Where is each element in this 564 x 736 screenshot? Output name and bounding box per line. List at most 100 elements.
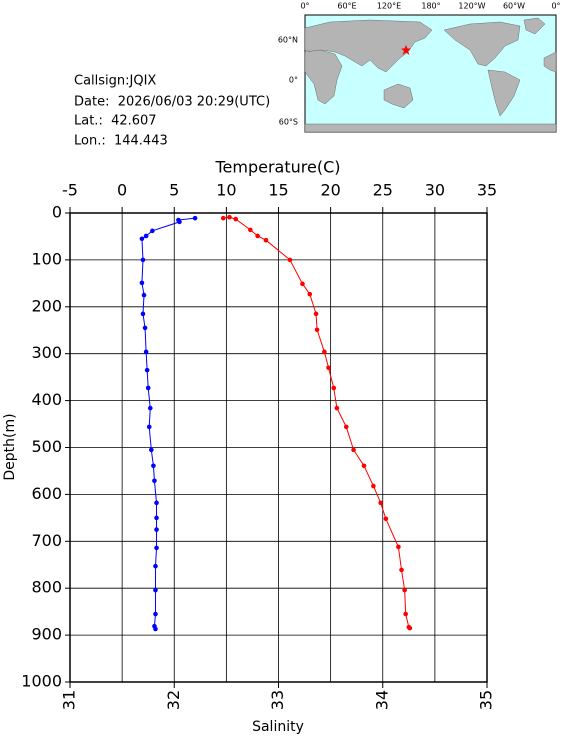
profile-point: [300, 281, 305, 287]
profile-point: [233, 216, 239, 222]
profile-point: [402, 587, 407, 593]
x2-tick-label: 35: [477, 690, 496, 710]
y-tick-label: 600: [31, 484, 62, 503]
profile-point: [220, 215, 226, 221]
profile-point: [143, 233, 149, 239]
y-tick-label: 400: [31, 390, 62, 409]
profile-point: [331, 385, 337, 391]
y-tick-label: 300: [31, 343, 62, 362]
station-marker: [401, 45, 411, 55]
profile-point: [334, 405, 340, 411]
plot-frame: [69, 212, 488, 683]
profile-point: [153, 626, 158, 632]
map-lon-label: 120°W: [458, 2, 485, 11]
x2-tick-label: 33: [268, 690, 287, 710]
map-lat-label: 60°S: [279, 118, 298, 127]
y-tick-label: 700: [31, 531, 62, 550]
profile-point: [407, 625, 413, 631]
profile-point: [151, 463, 156, 469]
x-tick-label: 35: [477, 181, 497, 200]
x-tick-label: 15: [268, 181, 288, 200]
y-tick-label: 0: [52, 203, 62, 222]
profile-line: [223, 216, 411, 629]
profile-point: [153, 563, 158, 569]
profile-point: [383, 516, 389, 522]
profile-point: [139, 280, 145, 286]
profile-point: [371, 483, 376, 489]
profile-point: [396, 544, 401, 550]
profile-point: [145, 385, 151, 391]
profile-point: [192, 215, 198, 221]
latitude: Lat.: 42.607: [74, 114, 157, 129]
callsign: Callsign:JQIX: [74, 74, 156, 89]
x2-tick-label: 32: [164, 690, 183, 710]
profile-point: [378, 500, 383, 506]
x2-tick-label: 31: [60, 690, 79, 710]
profile-line: [141, 217, 196, 630]
profile-point: [153, 587, 158, 593]
map-lon-label: 0°: [300, 2, 309, 11]
profile-point: [263, 237, 269, 243]
map-lon-label: 180°: [421, 2, 440, 11]
profile-point: [146, 424, 152, 430]
y-tick-label: 800: [31, 578, 62, 597]
map-lon-label: 120°E: [377, 2, 401, 11]
profile-point: [326, 365, 331, 371]
profile-point: [139, 236, 145, 242]
map-lon-label: 60°W: [503, 2, 525, 11]
x-tick-label: 10: [216, 181, 236, 200]
x2-axis-title: Salinity: [252, 719, 304, 735]
y-axis-title: Depth(m): [2, 413, 18, 480]
y-tick-label: 100: [31, 249, 62, 268]
x-tick-label: -5: [62, 181, 78, 200]
longitude: Lon.: 144.443: [74, 134, 168, 149]
profile-point: [141, 292, 147, 298]
y-tick-label: 1000: [21, 672, 62, 691]
x-axis-title: Temperature(C): [214, 158, 340, 177]
profile-point: [248, 227, 253, 233]
profile-point: [140, 257, 146, 263]
profile-point: [361, 463, 367, 469]
profile-point: [227, 214, 232, 220]
profile-point: [322, 349, 327, 355]
x-tick-label: 25: [373, 181, 393, 200]
map-lat-label: 60°N: [278, 36, 298, 45]
x-tick-label: 30: [425, 181, 445, 200]
profile-point: [154, 515, 159, 521]
profile-point: [351, 447, 356, 453]
x-tick-label: 20: [320, 181, 340, 200]
map: [304, 14, 557, 133]
profile-point: [154, 500, 159, 506]
profile-point: [307, 291, 313, 297]
profile-point: [343, 424, 349, 430]
profile-point: [140, 311, 146, 317]
profile-point: [399, 567, 404, 573]
profile-point: [144, 367, 150, 373]
profile-point: [287, 257, 293, 263]
y-tick-label: 500: [31, 437, 62, 456]
map-lon-label: 60°E: [337, 2, 356, 11]
x-tick-label: 5: [169, 181, 179, 200]
profile-point: [147, 405, 153, 411]
x2-tick-label: 34: [372, 690, 391, 710]
profile-point: [314, 327, 320, 333]
profile-point: [150, 228, 155, 234]
profile-point: [154, 527, 159, 532]
x-tick-label: 0: [117, 181, 127, 200]
profile-point: [154, 545, 159, 551]
y-tick-label: 200: [31, 296, 62, 315]
profile-point: [152, 478, 157, 484]
profile-point: [255, 233, 260, 239]
profile-point: [149, 447, 154, 453]
profile-point: [143, 349, 149, 355]
y-tick-label: 900: [31, 625, 62, 644]
land: [304, 17, 557, 133]
profile-point: [403, 611, 408, 617]
profile-point: [313, 311, 319, 317]
map-lat-label: 0°: [289, 76, 298, 85]
map-lon-label: 0°: [551, 2, 560, 11]
profile-point: [142, 325, 148, 331]
date: Date: 2026/06/03 20:29(UTC): [74, 95, 270, 110]
profile-point: [177, 219, 182, 225]
